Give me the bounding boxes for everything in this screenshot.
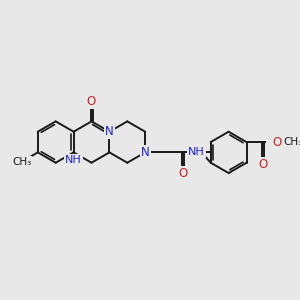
Text: O: O: [272, 136, 281, 148]
Text: NH: NH: [65, 155, 82, 165]
Text: CH₃: CH₃: [12, 157, 31, 167]
Text: O: O: [258, 158, 267, 170]
Text: CH₃: CH₃: [284, 137, 300, 147]
Text: O: O: [178, 167, 187, 180]
Text: N: N: [105, 125, 114, 138]
Text: N: N: [141, 146, 150, 159]
Text: O: O: [87, 95, 96, 108]
Text: NH: NH: [188, 147, 205, 158]
